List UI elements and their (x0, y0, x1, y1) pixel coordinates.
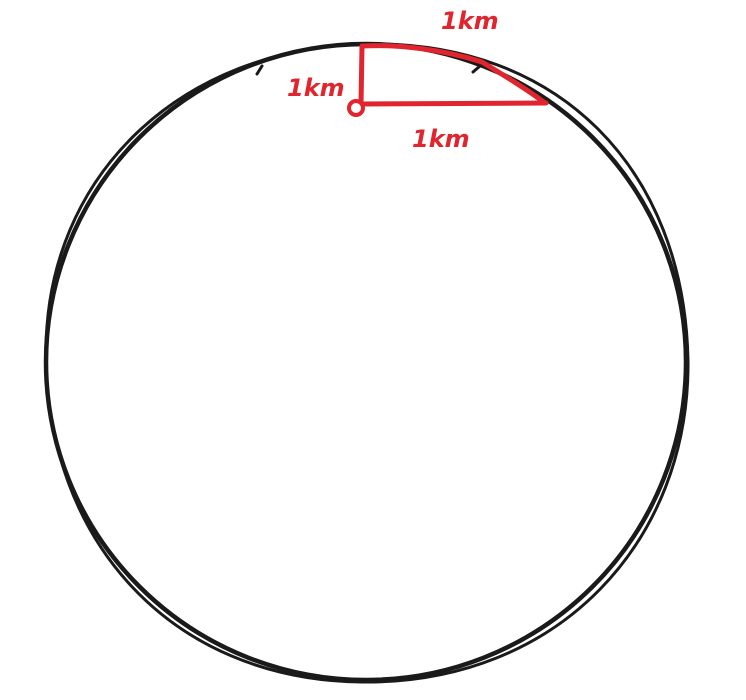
walking-path (347, 43, 549, 117)
vertical-leg-label: 1km (287, 74, 345, 102)
top-arc-label: 1km (441, 7, 499, 35)
arc-tick-left (255, 64, 264, 76)
horizontal-leg-label: 1km (412, 125, 470, 153)
circle-stroke-secondary (44, 42, 690, 684)
vertical-leg-line (358, 43, 365, 107)
planet-circle (43, 41, 690, 684)
circle-stroke-primary (43, 41, 689, 683)
start-point-marker (347, 99, 365, 117)
top-arc-line (359, 43, 548, 106)
arc-tick-right (471, 64, 482, 74)
horizontal-leg-line (360, 100, 549, 107)
